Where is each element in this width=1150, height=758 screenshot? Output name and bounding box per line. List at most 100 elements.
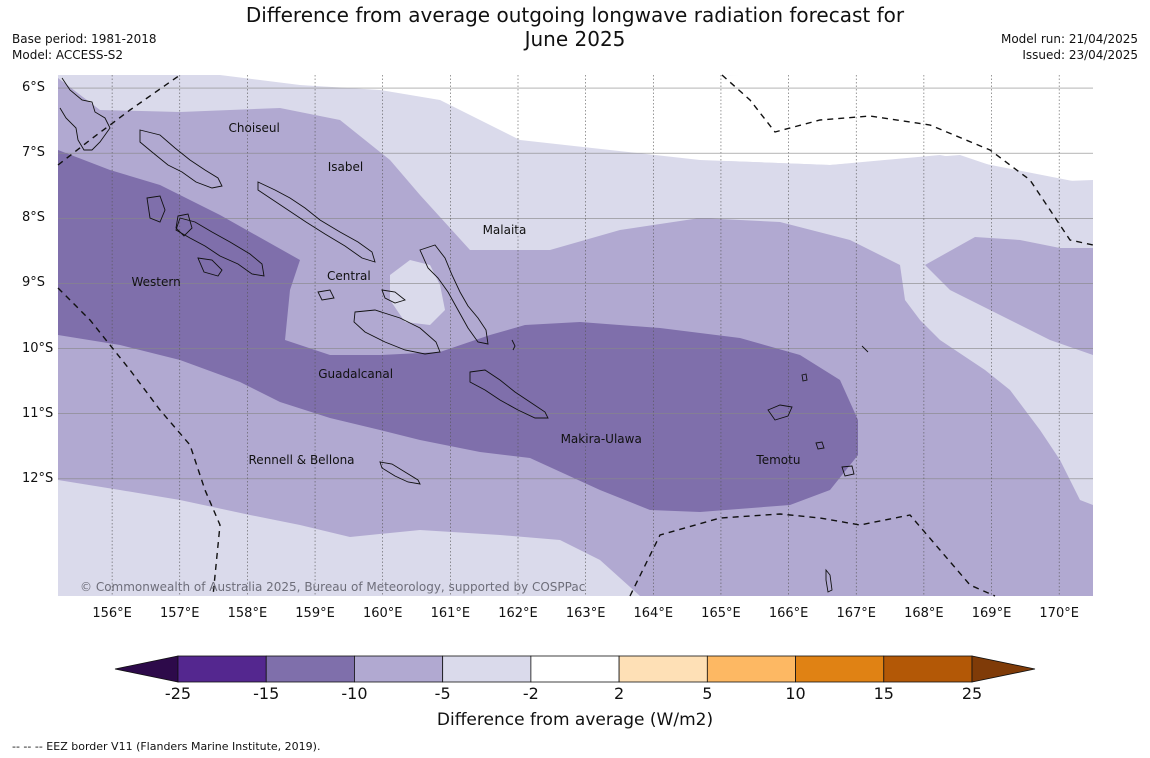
province-label: Central (327, 268, 371, 283)
eez-border-northeast (721, 74, 1094, 246)
tikopia-island (841, 465, 855, 477)
isabel-island (257, 181, 376, 263)
eez-borders (57, 74, 1094, 597)
longitude-gridlines (111, 75, 1060, 596)
latitude-label: 12°S (22, 470, 54, 486)
colorbar-tick-label: 15 (873, 684, 894, 703)
title-line-2: June 2025 (524, 27, 626, 51)
meta-right: Model run: 21/04/2025 Issued: 23/04/2025 (1001, 31, 1138, 63)
colorbar-segment (265, 655, 355, 683)
field-minus15-to-minus10 (58, 150, 858, 512)
colorbar-segment (354, 655, 444, 683)
longitude-label: 164°E (633, 606, 674, 621)
eez-legend-note: -- -- -- EEZ border V11 (Flanders Marine… (12, 740, 321, 753)
longitude-label: 160°E (362, 606, 403, 621)
longitude-label: 161°E (430, 606, 471, 621)
colorbar-tick-label: -25 (164, 684, 192, 703)
southern-islet (825, 568, 833, 593)
colorbar-tick-label: -15 (253, 684, 280, 703)
longitude-label: 167°E (836, 606, 876, 621)
colorbar-segments (114, 655, 1036, 683)
guadalcanal-island (353, 309, 441, 355)
rennell-island (379, 461, 421, 485)
forecast-map (57, 74, 1094, 597)
kolombangara-island (175, 213, 193, 237)
colorbar-extend-low (114, 655, 179, 683)
colorbar-tick-label: -5 (434, 684, 451, 703)
eez-border-west (57, 287, 221, 597)
anomaly-fields (58, 75, 1093, 596)
makira-island (469, 369, 549, 419)
province-label: Western (131, 275, 181, 290)
map-title: Difference from average outgoing longwav… (200, 3, 950, 51)
longitude-label: 165°E (701, 606, 741, 621)
eez-border-south (629, 513, 996, 597)
russell-islands (317, 289, 335, 301)
duff-islands (801, 373, 808, 382)
field-neutral-northeast (300, 75, 1093, 182)
colorbar-tick-label: 10 (785, 684, 806, 703)
field-minus10-to-minus5-east (925, 237, 1093, 355)
colorbar-tick-label: -2 (522, 684, 539, 703)
colorbar-tick-label: 25 (961, 684, 983, 703)
bougainville-island (59, 77, 111, 151)
model-run: Model run: 21/04/2025 (1000, 32, 1138, 46)
longitude-label: 168°E (904, 606, 944, 621)
field-light-central-pocket (390, 260, 445, 325)
malaita-island (419, 244, 489, 345)
province-label: Rennell & Bellona (248, 452, 355, 467)
ndeni-island (767, 404, 793, 421)
longitude-label: 162°E (498, 606, 538, 621)
longitude-label: 156°E (92, 606, 132, 621)
colorbar-tick-label: 5 (702, 684, 713, 703)
issued-date: Issued: 23/04/2025 (1022, 48, 1138, 62)
latitude-label: 11°S (22, 405, 54, 421)
province-label: Malaita (482, 223, 527, 238)
florida-islands (381, 289, 406, 304)
copyright-notice: © Commonwealth of Australia 2025, Bureau… (80, 580, 586, 594)
longitude-label: 170°E (1039, 606, 1079, 621)
colorbar-segment (530, 655, 620, 683)
base-period: Base period: 1981-2018 (12, 32, 157, 46)
colorbar-tick-label: 2 (614, 684, 625, 703)
longitude-label: 159°E (295, 606, 335, 621)
ulawa-island (511, 339, 516, 351)
vanikoro-island (815, 441, 825, 450)
eez-border-northwest (57, 74, 181, 166)
latitude-label: 7°S (22, 145, 46, 161)
latitude-label: 10°S (22, 340, 54, 356)
new-georgia-islands (175, 217, 265, 277)
model-name: Model: ACCESS-S2 (12, 48, 124, 62)
longitude-label: 169°E (971, 606, 1012, 621)
longitude-label: 157°E (159, 606, 200, 621)
province-label: Isabel (327, 160, 364, 175)
colorbar-segment (883, 655, 973, 683)
vella-lavella-island (146, 195, 166, 223)
colorbar-segment (795, 655, 885, 683)
graticule (58, 75, 1093, 596)
colorbar-tick-label: -10 (341, 684, 368, 703)
colorbar-segment (442, 655, 532, 683)
latitude-label: 9°S (22, 275, 46, 291)
longitude-label: 158°E (227, 606, 268, 621)
province-label: Temotu (756, 452, 801, 467)
choiseul-island (139, 129, 223, 189)
province-label: Guadalcanal (318, 366, 394, 381)
longitude-label: 163°E (565, 606, 606, 621)
colorbar (114, 655, 1036, 683)
province-label: Makira-Ulawa (560, 431, 642, 446)
province-label: Choiseul (228, 121, 280, 136)
colorbar-extend-high (971, 655, 1036, 683)
longitude-label: 166°E (768, 606, 809, 621)
colorbar-segment (177, 655, 267, 683)
latitude-gridlines (58, 87, 1093, 480)
colorbar-segment (706, 655, 796, 683)
title-line-1: Difference from average outgoing longwav… (245, 3, 905, 27)
colorbar-label: Difference from average (W/m2) (436, 710, 714, 730)
coastlines (59, 77, 869, 593)
rendova-island (197, 257, 223, 277)
eastern-islet (861, 345, 869, 353)
latitude-label: 6°S (22, 80, 46, 96)
colorbar-segment (618, 655, 708, 683)
meta-left: Base period: 1981-2018 Model: ACCESS-S2 (12, 31, 157, 63)
